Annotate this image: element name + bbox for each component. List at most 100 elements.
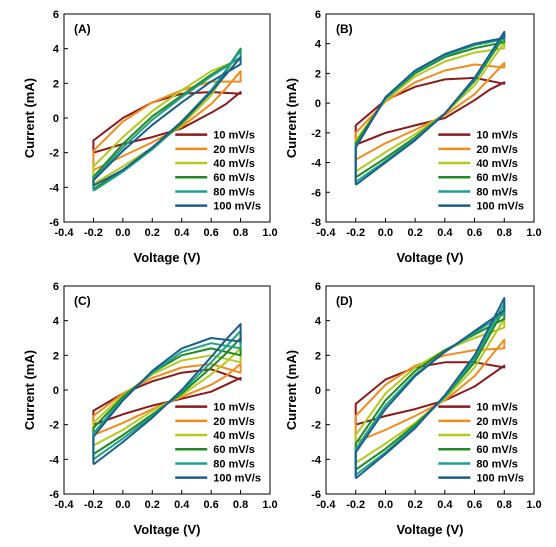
x-axis-label: Voltage (V) xyxy=(397,522,464,537)
y-tick-label: -8 xyxy=(311,217,321,229)
legend-entry: 80 mV/s xyxy=(213,186,255,198)
series-line-60-mv-s xyxy=(354,307,506,471)
x-tick-label: -0.2 xyxy=(346,227,365,239)
y-tick-label: 2 xyxy=(315,350,321,362)
x-tick-label: 0.6 xyxy=(467,499,482,511)
y-axis-label: Current (mA) xyxy=(22,78,37,158)
y-tick-label: -6 xyxy=(49,217,59,229)
x-tick-label: 0.0 xyxy=(115,227,130,239)
legend-entry: 60 mV/s xyxy=(476,172,518,184)
x-tick-label: 0.8 xyxy=(497,227,512,239)
panel-label: (C) xyxy=(74,294,91,308)
x-tick-label: 1.0 xyxy=(262,499,277,511)
y-tick-label: 0 xyxy=(53,385,59,397)
x-tick-label: 0.6 xyxy=(467,227,482,239)
legend-entry: 10 mV/s xyxy=(213,130,255,142)
y-tick-label: -6 xyxy=(311,187,321,199)
series-line-100-mv-s xyxy=(92,56,242,187)
legend-entry: 20 mV/s xyxy=(213,416,255,428)
x-tick-label: 0.4 xyxy=(437,227,453,239)
y-tick-label: 2 xyxy=(53,78,59,90)
series-line-40-mv-s xyxy=(354,317,506,464)
x-tick-label: 1.0 xyxy=(526,499,541,511)
legend-entry: 40 mV/s xyxy=(213,430,255,442)
y-tick-label: 6 xyxy=(53,281,59,293)
x-axis-label: Voltage (V) xyxy=(397,250,464,265)
chart-panel-1: -0.4 -0.2 0.0 0.2 0.4 0.6 0.8 1.0 -6 -4 -2 0 2 4 6 Volt… xyxy=(22,9,278,265)
series-line-100-mv-s xyxy=(354,30,506,186)
y-axis-label: Current (mA) xyxy=(284,350,299,430)
y-tick-label: 0 xyxy=(315,98,321,110)
legend-entry: 20 mV/s xyxy=(476,144,518,156)
y-tick-label: -2 xyxy=(49,420,59,432)
legend-entry: 80 mV/s xyxy=(476,458,518,470)
y-tick-label: 6 xyxy=(315,9,321,21)
x-tick-label: 1.0 xyxy=(262,227,277,239)
legend-entry: 100 mV/s xyxy=(476,473,524,485)
x-tick-label: 0.0 xyxy=(378,227,393,239)
x-tick-label: 0.2 xyxy=(145,499,160,511)
panel-label: (D) xyxy=(336,294,353,308)
panel-label: (A) xyxy=(74,22,91,36)
y-tick-label: 4 xyxy=(315,39,322,51)
x-axis-label: Voltage (V) xyxy=(134,250,201,265)
y-tick-label: -4 xyxy=(49,182,60,194)
x-tick-label: -0.2 xyxy=(346,499,365,511)
legend-entry: 40 mV/s xyxy=(213,158,255,170)
y-tick-label: 6 xyxy=(315,281,321,293)
y-tick-label: -4 xyxy=(311,454,322,466)
legend-entry: 80 mV/s xyxy=(476,186,518,198)
x-tick-label: 0.8 xyxy=(497,499,512,511)
plot-frame xyxy=(325,13,535,223)
legend-entry: 60 mV/s xyxy=(213,172,255,184)
series-line-10-mv-s xyxy=(92,91,242,154)
x-tick-label: -0.4 xyxy=(55,227,75,239)
x-tick-label: 0.4 xyxy=(437,499,453,511)
panel-label: (B) xyxy=(336,22,353,36)
y-tick-label: -2 xyxy=(311,420,321,432)
legend-entry: 10 mV/s xyxy=(213,402,255,414)
x-tick-label: -0.2 xyxy=(84,499,103,511)
series-line-80-mv-s xyxy=(354,302,506,476)
x-tick-label: -0.4 xyxy=(317,227,337,239)
y-tick-label: 0 xyxy=(53,113,59,125)
y-tick-label: 4 xyxy=(53,44,60,56)
y-tick-label: -6 xyxy=(311,489,321,501)
x-tick-label: 0.0 xyxy=(378,499,393,511)
x-tick-label: -0.2 xyxy=(84,227,103,239)
y-tick-label: -6 xyxy=(49,489,59,501)
y-axis-label: Current (mA) xyxy=(284,78,299,158)
x-tick-label: 0.0 xyxy=(115,499,130,511)
chart-panel-2: -0.4 -0.2 0.0 0.2 0.4 0.6 0.8 1.0 -8 -6 -4 -2 0 2 4 6 Vo… xyxy=(284,9,542,265)
y-axis-label: Current (mA) xyxy=(22,350,37,430)
x-tick-label: 0.8 xyxy=(233,499,248,511)
legend-entry: 20 mV/s xyxy=(476,416,518,428)
y-tick-label: -2 xyxy=(311,128,321,140)
legend-entry: 100 mV/s xyxy=(213,473,261,485)
y-tick-label: -2 xyxy=(49,148,59,160)
legend-entry: 20 mV/s xyxy=(213,144,255,156)
legend-entry: 60 mV/s xyxy=(476,444,518,456)
x-tick-label: 0.2 xyxy=(407,499,422,511)
legend-entry: 60 mV/s xyxy=(213,444,255,456)
x-tick-label: -0.4 xyxy=(317,499,337,511)
legend-entry: 40 mV/s xyxy=(476,430,518,442)
legend-entry: 80 mV/s xyxy=(213,458,255,470)
legend-entry: 40 mV/s xyxy=(476,158,518,170)
chart-panel-3: -0.4 -0.2 0.0 0.2 0.4 0.6 0.8 1.0 -6 -4 -2 0 2 4 6 Volt… xyxy=(22,281,278,537)
y-tick-label: -4 xyxy=(49,454,60,466)
x-tick-label: 0.2 xyxy=(407,227,422,239)
series-line-100-mv-s xyxy=(354,297,506,480)
x-tick-label: 1.0 xyxy=(526,227,541,239)
series-line-10-mv-s xyxy=(354,361,506,426)
y-tick-label: 0 xyxy=(315,385,321,397)
x-tick-label: 0.8 xyxy=(233,227,248,239)
chart-panel-4: -0.4 -0.2 0.0 0.2 0.4 0.6 0.8 1.0 -6 -4 -2 0 2 4 6 Volt… xyxy=(284,281,542,537)
series-line-100-mv-s xyxy=(92,323,242,466)
y-tick-label: 2 xyxy=(315,68,321,80)
y-tick-label: 2 xyxy=(53,350,59,362)
series-line-20-mv-s xyxy=(354,338,506,443)
y-tick-label: 4 xyxy=(53,316,60,328)
x-tick-label: 0.6 xyxy=(203,499,218,511)
